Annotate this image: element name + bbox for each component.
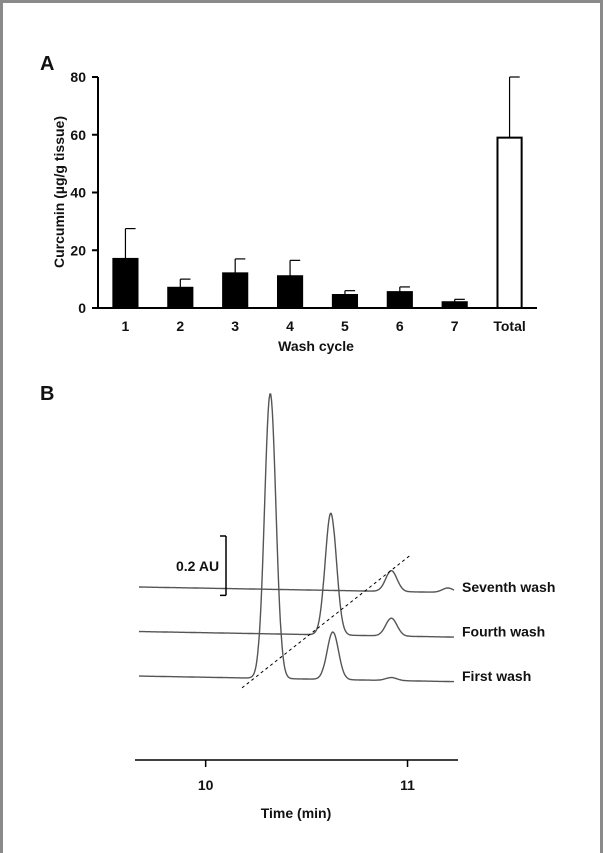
trace-label: First wash <box>462 668 531 684</box>
panel-a-y-axis-title: Curcumin (µg/g tissue) <box>51 116 67 268</box>
bar <box>276 275 304 309</box>
y-tick-label: 20 <box>70 242 86 258</box>
x-tick-label: 4 <box>286 318 294 334</box>
trace-first-wash <box>139 393 454 683</box>
x-tick-label: 11 <box>400 777 415 793</box>
panel-a-chart: 0 20 40 60 80 1 2 3 4 5 6 7 Total Wash cycle Curcum… <box>51 69 537 354</box>
y-tick-label: 80 <box>70 69 86 85</box>
x-tick-label: 3 <box>231 318 239 334</box>
panel-a-x-ticks: 1 2 3 4 5 6 7 Total <box>122 318 526 334</box>
bar <box>222 272 249 310</box>
panel-b-scale-bar <box>220 535 227 597</box>
panel-a-label: A <box>40 53 54 75</box>
x-tick-label: Total <box>493 318 525 334</box>
x-tick-label: 10 <box>198 777 214 793</box>
panel-b-label: B <box>40 383 54 405</box>
x-tick-label: 2 <box>176 318 184 334</box>
panel-b-chart: 0.2 AU Seventh wash Fourth wash First wash… <box>135 393 555 821</box>
trace-fourth-wash <box>138 512 454 638</box>
trace-label: Seventh wash <box>462 579 555 595</box>
panel-a-bars <box>112 76 523 310</box>
panel-b-traces <box>138 393 455 683</box>
bar <box>331 294 359 310</box>
panel-b-dashed-line <box>241 553 412 689</box>
panel-b-x-axis-title: Time (min) <box>261 805 332 821</box>
bar <box>441 301 468 310</box>
trace-seventh-wash <box>139 570 455 593</box>
panel-b-scale-bar-label: 0.2 AU <box>176 558 219 574</box>
bar <box>167 286 194 310</box>
x-tick-label: 6 <box>396 318 404 334</box>
y-tick-label: 60 <box>70 127 86 143</box>
panel-b-trace-labels: Seventh wash Fourth wash First wash <box>462 579 555 684</box>
bar <box>386 291 413 309</box>
x-tick-label: 5 <box>341 318 349 334</box>
panel-a-x-axis-title: Wash cycle <box>278 338 354 354</box>
panel-b-x-ticks: 10 11 <box>198 760 415 793</box>
y-tick-label: 0 <box>78 300 86 316</box>
panel-a-y-ticks: 0 20 40 60 80 <box>70 69 98 316</box>
x-tick-label: 1 <box>122 318 130 334</box>
bar <box>112 257 139 310</box>
trace-label: Fourth wash <box>462 623 545 639</box>
y-tick-label: 40 <box>70 185 86 201</box>
x-tick-label: 7 <box>451 318 459 334</box>
bar <box>496 136 523 309</box>
